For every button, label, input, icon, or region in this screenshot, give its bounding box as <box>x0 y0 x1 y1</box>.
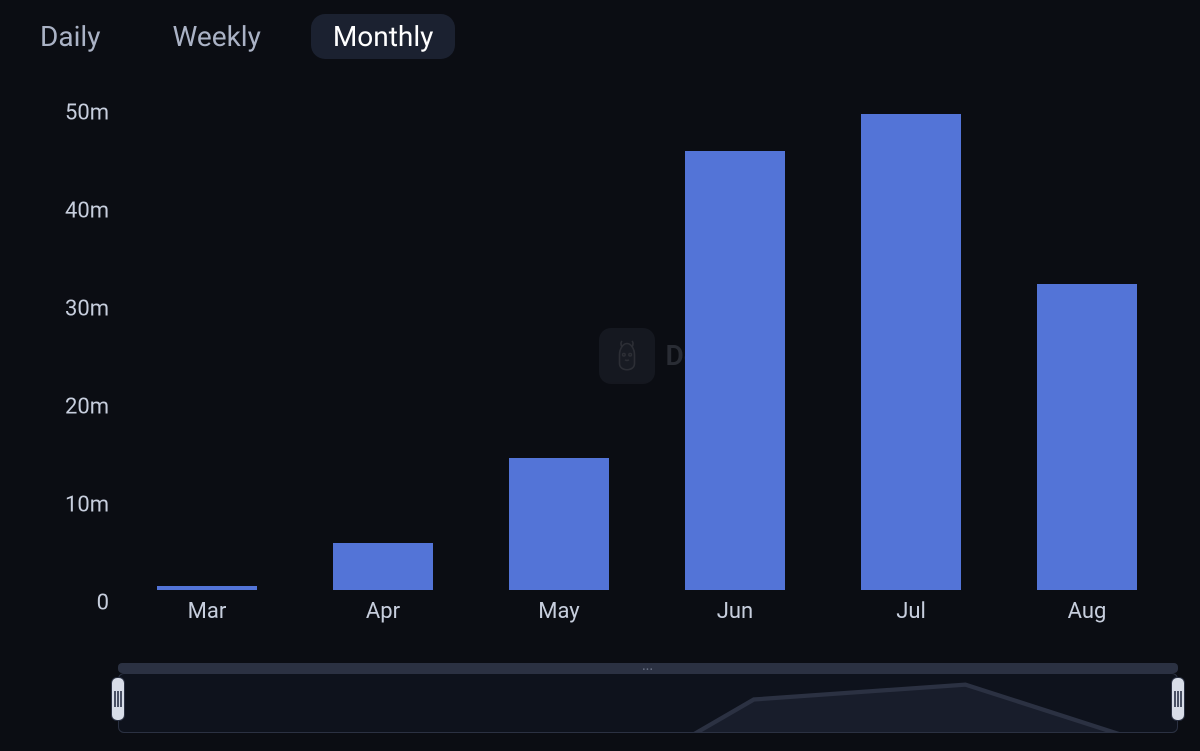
range-handle-right[interactable] <box>1171 677 1185 721</box>
bar-jul[interactable] <box>861 114 961 590</box>
plot-area: Def <box>119 100 1175 590</box>
interval-tabs: Daily Weekly Monthly <box>18 14 455 59</box>
tab-monthly[interactable]: Monthly <box>311 14 456 59</box>
y-tick: 50m <box>55 101 109 126</box>
x-tick: Jun <box>717 599 753 624</box>
bar-jun[interactable] <box>685 151 785 590</box>
x-tick: May <box>538 599 579 624</box>
range-scrollbar[interactable]: ••• <box>118 663 1178 673</box>
range-slider[interactable]: ••• <box>118 663 1178 733</box>
chart-card: Daily Weekly Monthly Def 0 10m 20m 30m 40m 50m M… <box>0 0 1200 751</box>
x-tick: Mar <box>188 599 227 624</box>
x-tick: Jul <box>896 599 926 624</box>
bar-aug[interactable] <box>1037 284 1137 590</box>
bar-apr[interactable] <box>333 543 433 590</box>
range-handle-left[interactable] <box>111 677 125 721</box>
x-tick: Aug <box>1068 599 1107 624</box>
x-tick: Apr <box>366 599 400 624</box>
y-tick: 20m <box>55 395 109 420</box>
bar-may[interactable] <box>509 458 609 590</box>
bar-mar[interactable] <box>157 586 257 590</box>
y-tick: 0 <box>55 591 109 616</box>
range-track[interactable] <box>118 673 1178 733</box>
tab-weekly[interactable]: Weekly <box>150 14 282 59</box>
range-sparkline <box>119 674 1177 733</box>
y-tick: 10m <box>55 493 109 518</box>
y-tick: 30m <box>55 297 109 322</box>
tab-daily[interactable]: Daily <box>18 14 122 59</box>
bar-chart: Def 0 10m 20m 30m 40m 50m Mar Apr May Jun Jul Aug <box>55 100 1175 630</box>
y-tick: 40m <box>55 199 109 224</box>
llama-icon <box>599 328 655 384</box>
